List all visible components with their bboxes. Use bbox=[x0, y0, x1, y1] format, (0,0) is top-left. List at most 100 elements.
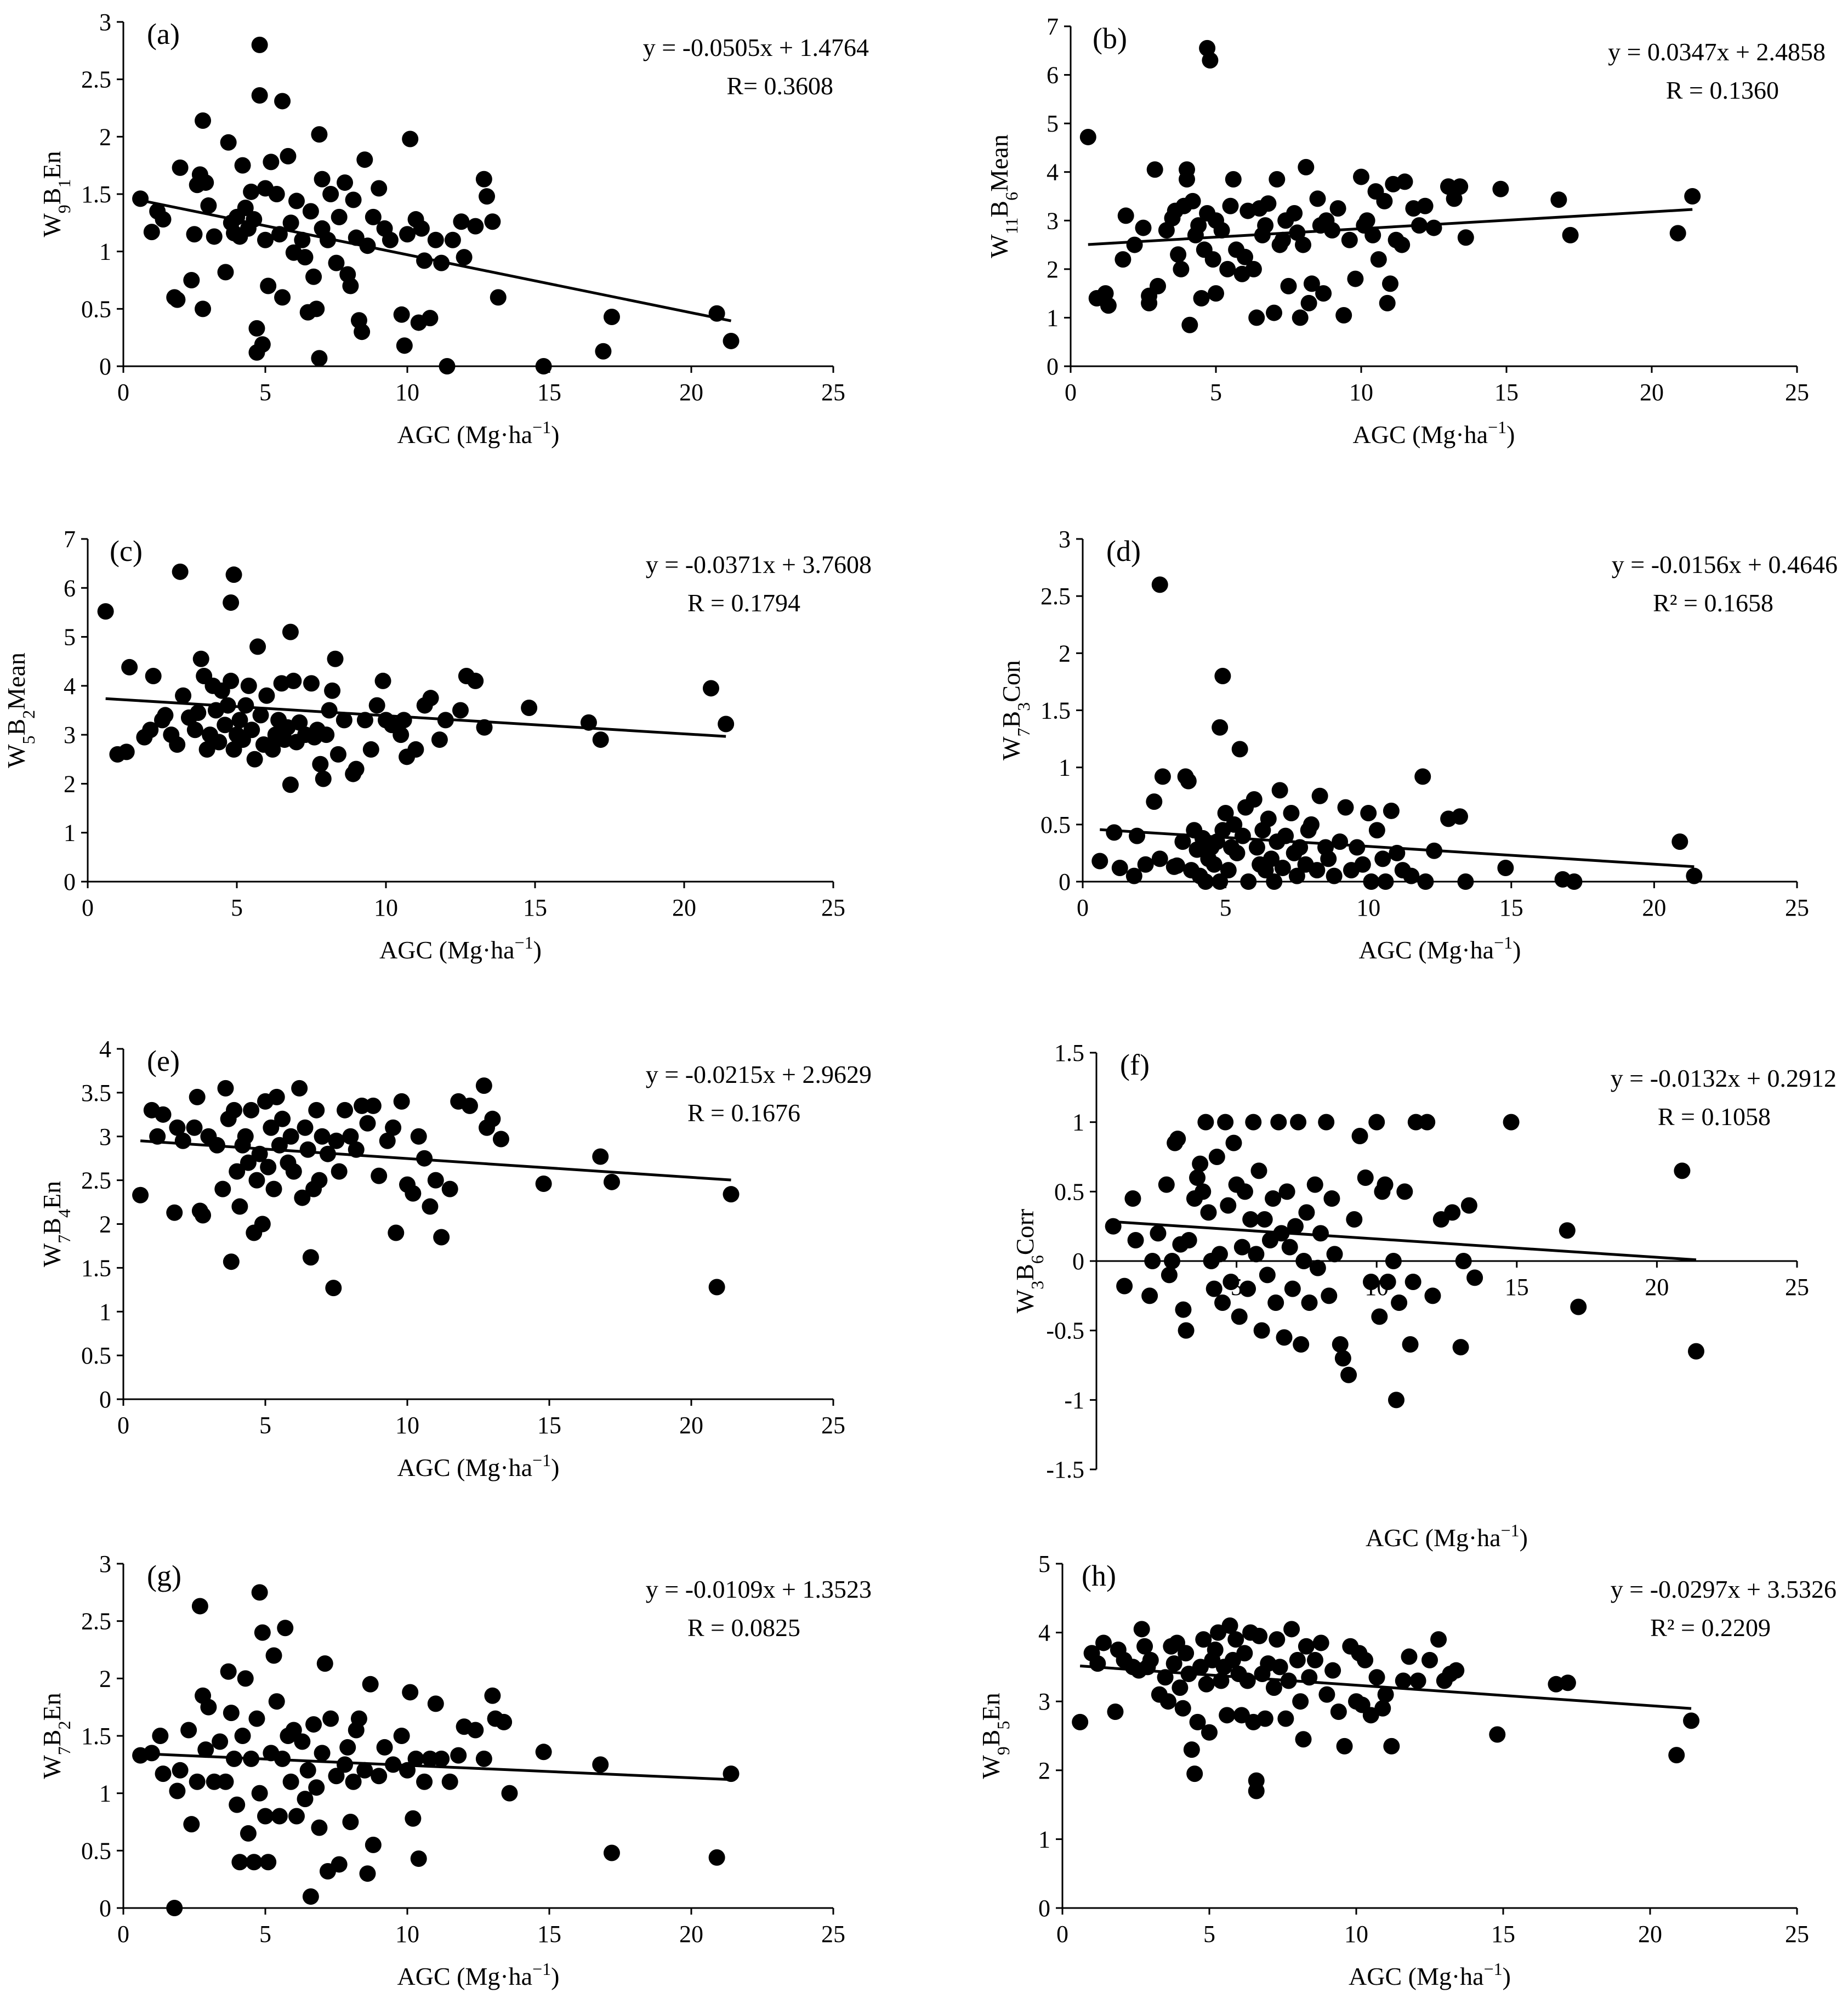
data-point bbox=[1150, 277, 1166, 294]
data-point bbox=[1229, 844, 1246, 861]
data-point bbox=[1283, 1621, 1300, 1638]
data-point bbox=[274, 1110, 291, 1127]
data-point bbox=[1391, 1294, 1408, 1311]
data-point bbox=[268, 1693, 285, 1710]
data-point bbox=[1154, 768, 1171, 785]
data-point bbox=[1180, 773, 1197, 790]
data-point bbox=[328, 1132, 345, 1149]
y-tick-label: 1 bbox=[1038, 1826, 1050, 1853]
data-point bbox=[1124, 1190, 1141, 1207]
data-point bbox=[1253, 1322, 1270, 1339]
data-point bbox=[220, 1663, 237, 1680]
data-point bbox=[312, 756, 329, 773]
data-point bbox=[1271, 1659, 1288, 1676]
data-point bbox=[1403, 867, 1420, 884]
data-point bbox=[1091, 853, 1108, 870]
y-tick-label: 3 bbox=[1038, 1688, 1050, 1715]
data-point bbox=[402, 1684, 419, 1701]
data-point bbox=[405, 1810, 422, 1827]
y-tick-label: 0.5 bbox=[81, 1837, 111, 1864]
data-point bbox=[1318, 1114, 1335, 1131]
data-point bbox=[302, 203, 319, 220]
data-point bbox=[1231, 1308, 1248, 1325]
data-point bbox=[322, 186, 339, 202]
data-point bbox=[1337, 799, 1354, 816]
data-point bbox=[475, 1077, 492, 1094]
data-point bbox=[308, 300, 325, 317]
data-point bbox=[217, 1080, 234, 1097]
data-point bbox=[1295, 1253, 1312, 1269]
regression-equation: y = -0.0109x + 1.3523 bbox=[646, 1575, 872, 1603]
data-point bbox=[186, 722, 203, 739]
data-point bbox=[1211, 1246, 1228, 1263]
data-point bbox=[1341, 231, 1358, 248]
data-point bbox=[1212, 873, 1229, 890]
data-point bbox=[1315, 285, 1332, 302]
x-tick-label: 15 bbox=[537, 1921, 561, 1947]
data-point bbox=[356, 151, 373, 168]
y-tick-label: 1.5 bbox=[81, 181, 111, 208]
trend-line bbox=[1079, 1665, 1692, 1710]
data-point bbox=[475, 1750, 492, 1767]
data-point bbox=[166, 1900, 183, 1916]
data-point bbox=[1371, 1308, 1388, 1325]
panel-a: 0 0.5 1 1.5 2 2.5 3 0 5 10 15 20 25 AGC (Mg·ha−1) W9B1… bbox=[38, 9, 869, 448]
y-tick-label: 1 bbox=[1047, 304, 1059, 331]
data-point bbox=[285, 672, 302, 689]
data-point bbox=[431, 731, 448, 748]
data-point bbox=[331, 208, 348, 225]
data-point bbox=[427, 231, 444, 248]
data-point bbox=[258, 687, 275, 704]
data-point bbox=[1220, 862, 1237, 879]
y-axis-label: W7B3Con bbox=[997, 660, 1033, 760]
data-point bbox=[263, 154, 280, 171]
x-tick-label: 5 bbox=[1220, 894, 1232, 921]
data-point bbox=[183, 1816, 200, 1833]
data-point bbox=[155, 211, 172, 228]
data-point bbox=[302, 1888, 319, 1905]
data-point bbox=[1492, 180, 1509, 197]
data-point bbox=[1245, 260, 1262, 277]
data-point bbox=[1192, 1155, 1209, 1172]
y-axis-label: W5B2Mean bbox=[2, 652, 38, 768]
data-point bbox=[1368, 1669, 1385, 1686]
x-axis-label: AGC (Mg·ha−1) bbox=[397, 417, 560, 448]
data-point bbox=[603, 1844, 620, 1861]
data-point bbox=[393, 1093, 410, 1110]
data-point bbox=[1248, 1782, 1265, 1799]
x-tick-label: 20 bbox=[1642, 894, 1666, 921]
data-point bbox=[1248, 839, 1265, 856]
data-point bbox=[225, 566, 242, 583]
data-point bbox=[1237, 248, 1253, 265]
x-tick-label: 15 bbox=[1499, 894, 1523, 921]
data-point bbox=[251, 36, 268, 53]
x-tick-label: 15 bbox=[537, 1412, 561, 1439]
data-point bbox=[217, 1773, 234, 1790]
data-point bbox=[1402, 1336, 1419, 1353]
data-point bbox=[217, 264, 234, 281]
data-point bbox=[1298, 158, 1315, 175]
data-point bbox=[257, 231, 274, 248]
x-tick-label: 20 bbox=[679, 379, 703, 406]
data-point bbox=[1242, 1211, 1259, 1228]
data-point bbox=[452, 702, 469, 719]
panel-label: (b) bbox=[1093, 22, 1127, 55]
data-point bbox=[299, 1762, 316, 1779]
data-point bbox=[1288, 867, 1305, 884]
data-point bbox=[1409, 1672, 1426, 1689]
data-point bbox=[174, 1132, 191, 1149]
y-tick-label: 7 bbox=[1047, 13, 1059, 40]
data-point bbox=[342, 1128, 359, 1145]
data-point bbox=[1281, 1239, 1298, 1256]
data-point bbox=[1497, 860, 1514, 876]
x-tick-label: 5 bbox=[259, 379, 271, 406]
data-point bbox=[263, 1119, 280, 1136]
data-point bbox=[321, 702, 338, 719]
data-point bbox=[132, 190, 149, 207]
data-point bbox=[407, 741, 424, 758]
data-point bbox=[1116, 1277, 1133, 1294]
trend-line bbox=[140, 1752, 731, 1781]
y-tick-label: 2.5 bbox=[1040, 583, 1071, 610]
x-tick-label: 25 bbox=[821, 1921, 845, 1947]
data-point bbox=[1320, 850, 1337, 867]
